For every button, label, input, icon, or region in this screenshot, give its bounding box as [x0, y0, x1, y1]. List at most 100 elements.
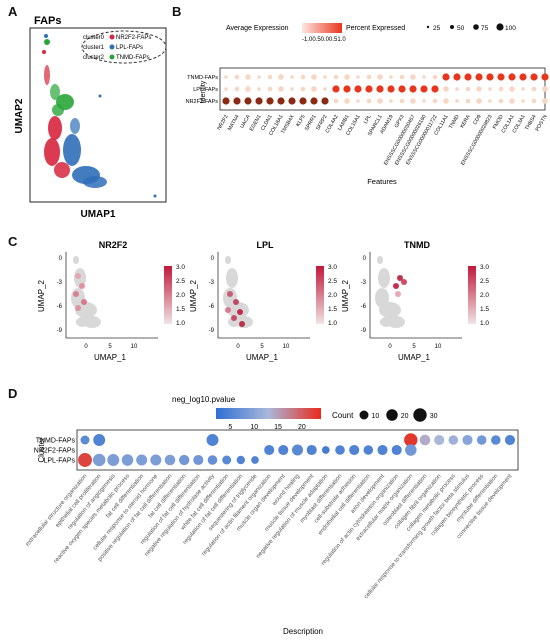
dotplot-dot [488, 99, 492, 103]
dotplot-dot [290, 87, 294, 91]
dotplot-dot [300, 74, 306, 80]
dotplot-dot [234, 86, 240, 92]
dotplot-b-expr-title: Average Expression [226, 25, 289, 32]
feature-plot-colorbar-tick: 1.0 [176, 320, 185, 327]
feature-plot-hot-cells [73, 291, 79, 297]
dotplot-dot [311, 74, 317, 80]
dotplot-dot [300, 86, 306, 92]
dotplot-dot [267, 74, 273, 80]
go-dot [491, 435, 501, 445]
dotplot-dot [486, 73, 494, 81]
dotplot-dot [354, 85, 362, 93]
dotplot-dot [476, 98, 482, 104]
dotplot-dot [344, 98, 350, 104]
legend-a-cluster1: cluster1 [83, 45, 105, 51]
feature-plot-ylabel: UMAP_2 [189, 279, 198, 312]
feature-plot-ylabel: UMAP_2 [37, 279, 46, 312]
feature-plot-hot-cells [227, 291, 233, 297]
pct-legend-label: 25 [433, 25, 441, 32]
go-dot [278, 444, 289, 456]
go-dot [179, 454, 190, 466]
go-dot [321, 446, 330, 454]
feature-plot-colorbar-tick: 1.0 [480, 320, 489, 327]
pct-legend-dot [450, 25, 454, 29]
feature-plot-colorbar-tick: 2.5 [328, 278, 337, 285]
go-dot [207, 455, 218, 465]
feature-plots-panel-c: NR2F2 0 -3 -6 -9 0 5 10 UMAP_1 UMAP_2 3.0 2.5 2.0 1.5… [0, 238, 550, 388]
umap-a-ylabel: UMAP2 [14, 98, 25, 133]
dotplot-dot [476, 86, 482, 92]
dotplot-dot [497, 73, 505, 81]
dotplot-dot [519, 73, 527, 81]
pct-legend-label: 50 [457, 25, 465, 32]
feature-plot-hot-cells [239, 321, 245, 327]
dotplot-dot [255, 97, 263, 105]
feature-plot-ytick: -9 [57, 328, 63, 334]
go-dot [363, 445, 374, 455]
dotplot-row-label: NR2F2-FAPs [186, 99, 219, 105]
go-dotplot-panel-d: neg_log10.pvalue 5 10 15 20 Count 10 20 30 Cl… [25, 395, 519, 636]
dotplot-dot [521, 99, 525, 103]
dotplot-dot [498, 86, 504, 92]
dotplot-dot [542, 86, 548, 92]
dotplot-dot [399, 74, 405, 80]
feature-plot-cells [375, 256, 405, 328]
feature-plot-xtick: 10 [131, 344, 138, 350]
dotplot-dot [344, 74, 350, 80]
feature-plot-ytick: 0 [59, 256, 63, 262]
feature-plot-hot-cells [225, 307, 231, 313]
pct-legend-label: 75 [481, 25, 489, 32]
feature-plot-hot-cells [397, 275, 403, 281]
feature-plot-xtick: 0 [236, 344, 240, 350]
feature-plot-hot-cells [393, 283, 399, 289]
legend-a-label1: LPL-FAPs [116, 45, 143, 51]
feature-plot-colorbar [468, 266, 476, 324]
dotplot-dot [389, 99, 393, 103]
feature-plot-xtick: 0 [388, 344, 392, 350]
go-dot [150, 454, 162, 466]
feature-plot-hot-cells [233, 299, 239, 305]
feature-plot-colorbar-tick: 3.0 [176, 264, 185, 271]
go-dot [136, 454, 148, 466]
go-color-tick: 5 [228, 424, 232, 431]
dotplot-dot [409, 85, 417, 93]
dotplot-dot [244, 97, 252, 105]
dotplot-dot [333, 74, 339, 80]
feature-plot-ytick: 0 [363, 256, 367, 262]
go-dot [335, 445, 345, 455]
feature-plot-colorbar-tick: 1.5 [480, 306, 489, 313]
dotplot-dot [311, 86, 317, 92]
legend-a-swatch0 [109, 34, 115, 40]
dotplot-dot [234, 74, 240, 80]
dotplot-dot [422, 75, 426, 79]
dotplot-dot [464, 73, 472, 81]
dotplot-dot [399, 98, 405, 104]
dotplot-dot [509, 86, 515, 92]
dotplot-feature-label: CD9 [472, 114, 482, 126]
dotplot-dot [509, 98, 515, 104]
feature-plot-hot-cells [79, 283, 85, 289]
feature-plot-xtick: 5 [412, 344, 416, 350]
go-plot-frame [76, 429, 519, 471]
go-color-legend-ticks: 5 10 15 20 [228, 424, 306, 431]
go-size-legend-title: Count [332, 411, 354, 420]
feature-plot-colorbar-tick: 2.0 [480, 292, 489, 299]
pct-legend-dot [473, 24, 479, 30]
feature-plot-colorbar-tick: 1.0 [328, 320, 337, 327]
feature-plot-hot-cells [395, 291, 401, 297]
feature-plot-hot-cells [75, 273, 81, 279]
go-dot [434, 434, 445, 446]
umap-a-xlabel: UMAP1 [80, 209, 115, 220]
dotplot-dot [224, 87, 228, 91]
umap-a-cluster-blue [44, 34, 157, 198]
go-dot [93, 434, 106, 446]
feature-plot-xtick: 10 [283, 344, 290, 350]
feature-plot: TNMD 0 -3 -6 -9 0 5 10 UMAP_1 UMAP_2 3.0 2.5 2.0 1.5 1… [341, 240, 489, 362]
dotplot-feature-label: LPL [363, 114, 373, 125]
go-dot [193, 454, 204, 466]
dotplot-dot [498, 98, 504, 104]
feature-plot-title: TNMD [404, 240, 430, 250]
feature-plot-hot-cells [75, 305, 81, 311]
feature-plot-hot-cells [401, 279, 407, 285]
dotplot-dot [278, 74, 284, 80]
